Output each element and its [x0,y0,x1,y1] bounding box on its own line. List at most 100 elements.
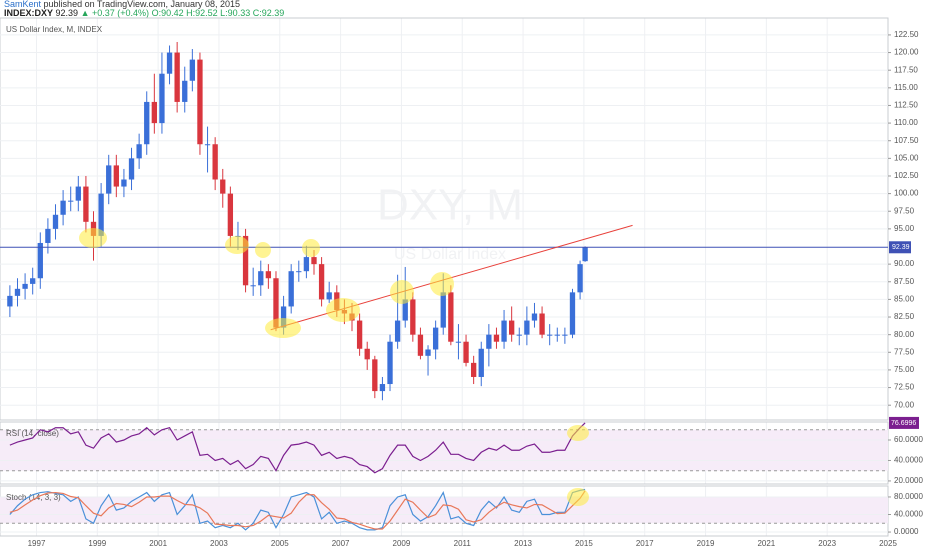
candle-body [166,52,173,74]
x-tick-label: 2013 [514,539,532,548]
author[interactable]: SamKent [4,0,42,9]
candle-body [486,334,492,349]
candle-body [220,179,226,194]
symbol: INDEX:DXY [4,8,53,18]
last: 92.39 [56,8,79,18]
candle-body [311,257,317,265]
candle-body [227,193,234,236]
candle-body [273,278,279,328]
y-tick-label: 110.00 [894,118,918,127]
candle-body [288,271,294,307]
highlight [567,488,589,506]
y-tick-label: 87.50 [894,277,915,286]
candle-body [379,384,386,392]
x-tick-label: 2021 [757,539,775,548]
candle-body [98,193,104,236]
x-tick-label: 2011 [454,539,472,548]
candle-body [582,247,588,262]
y-tick-label: 20.0000 [894,476,923,485]
series-line [9,490,586,530]
y-tick-label: 120.00 [894,48,919,57]
candle-body [296,271,302,273]
value-tag-label: 76.6996 [891,420,916,427]
published: published on TradingView.com, January 08… [44,0,240,9]
candle-body [83,186,89,222]
x-tick-label: 2019 [697,539,715,548]
candle-body [425,349,431,356]
y-tick-label: 117.50 [894,65,918,74]
highlight [225,236,249,254]
y-tick-label: 75.00 [894,365,915,374]
x-tick-label: 1997 [28,539,46,548]
candle-body [189,59,196,81]
candle-body [182,80,188,102]
x-tick-label: 2023 [818,539,836,548]
candle-body [364,348,370,360]
highlights [79,228,589,506]
candle-body [22,283,28,289]
highlight [326,298,360,322]
candle-body [136,144,142,159]
candle-body [280,306,287,328]
panel-title: Stoch (14, 3, 3) [6,493,61,502]
highlight [567,425,589,441]
candle-body [174,52,180,102]
highlight [255,242,271,258]
open: O:90.42 [152,8,184,18]
candle-body [106,165,112,194]
candle-body [463,341,469,363]
candle-body [417,334,424,356]
y-tick-label: 70.00 [894,400,915,409]
y-tick-label: 105.00 [894,153,919,162]
candle-body [159,73,165,124]
candle-body [455,341,462,343]
y-tick-label: 77.50 [894,347,915,356]
y-tick-label: 60.0000 [894,435,923,444]
candle-body [326,292,332,300]
candle-body [569,292,576,335]
candle-body [547,334,553,336]
panel-title: RSI (14, close) [6,429,59,438]
watermark-sub: US Dollar Index [394,246,506,263]
candle-body [372,359,378,392]
highlight [265,318,301,338]
value-tag [889,416,919,429]
candle-body [250,285,256,287]
y-tick-label: 72.50 [894,383,915,392]
candle-body [204,144,211,146]
y-tick-label: 40.0000 [894,456,923,465]
candle-body [562,334,568,336]
band-fill [0,429,888,471]
candle-body [448,292,454,342]
arrow: ▲ [81,8,90,18]
price-tag-label: 92.39 [892,244,910,251]
candle-body [539,313,545,335]
candle-body [52,214,59,229]
candle-body [212,144,218,180]
candle-body [144,101,150,145]
high: H:92.52 [186,8,218,18]
y-tick-label: 0.0000 [894,527,919,536]
change: +0.37 (+0.4%) [92,8,149,18]
candle-body [121,179,127,187]
candle-body [30,278,36,284]
candle-body [470,362,477,377]
candle-body [113,165,119,187]
low: L:90.33 [220,8,250,18]
candle-body [554,334,560,336]
candle-body [258,271,264,286]
candle-body [265,271,272,279]
panel-border [0,17,889,421]
y-tick-label: 82.50 [894,312,915,321]
candle-body [394,320,401,342]
y-tick-label: 100.00 [894,189,919,198]
watermark: DXY, M [377,181,523,230]
candle-body [440,292,446,328]
price-tag [889,241,911,254]
close: C:92.39 [253,8,285,18]
panel-title: US Dollar Index, M, INDEX [6,25,103,34]
x-tick-label: 2003 [210,539,228,548]
y-tick-label: 40.0000 [894,510,923,519]
candle-body [151,101,157,124]
